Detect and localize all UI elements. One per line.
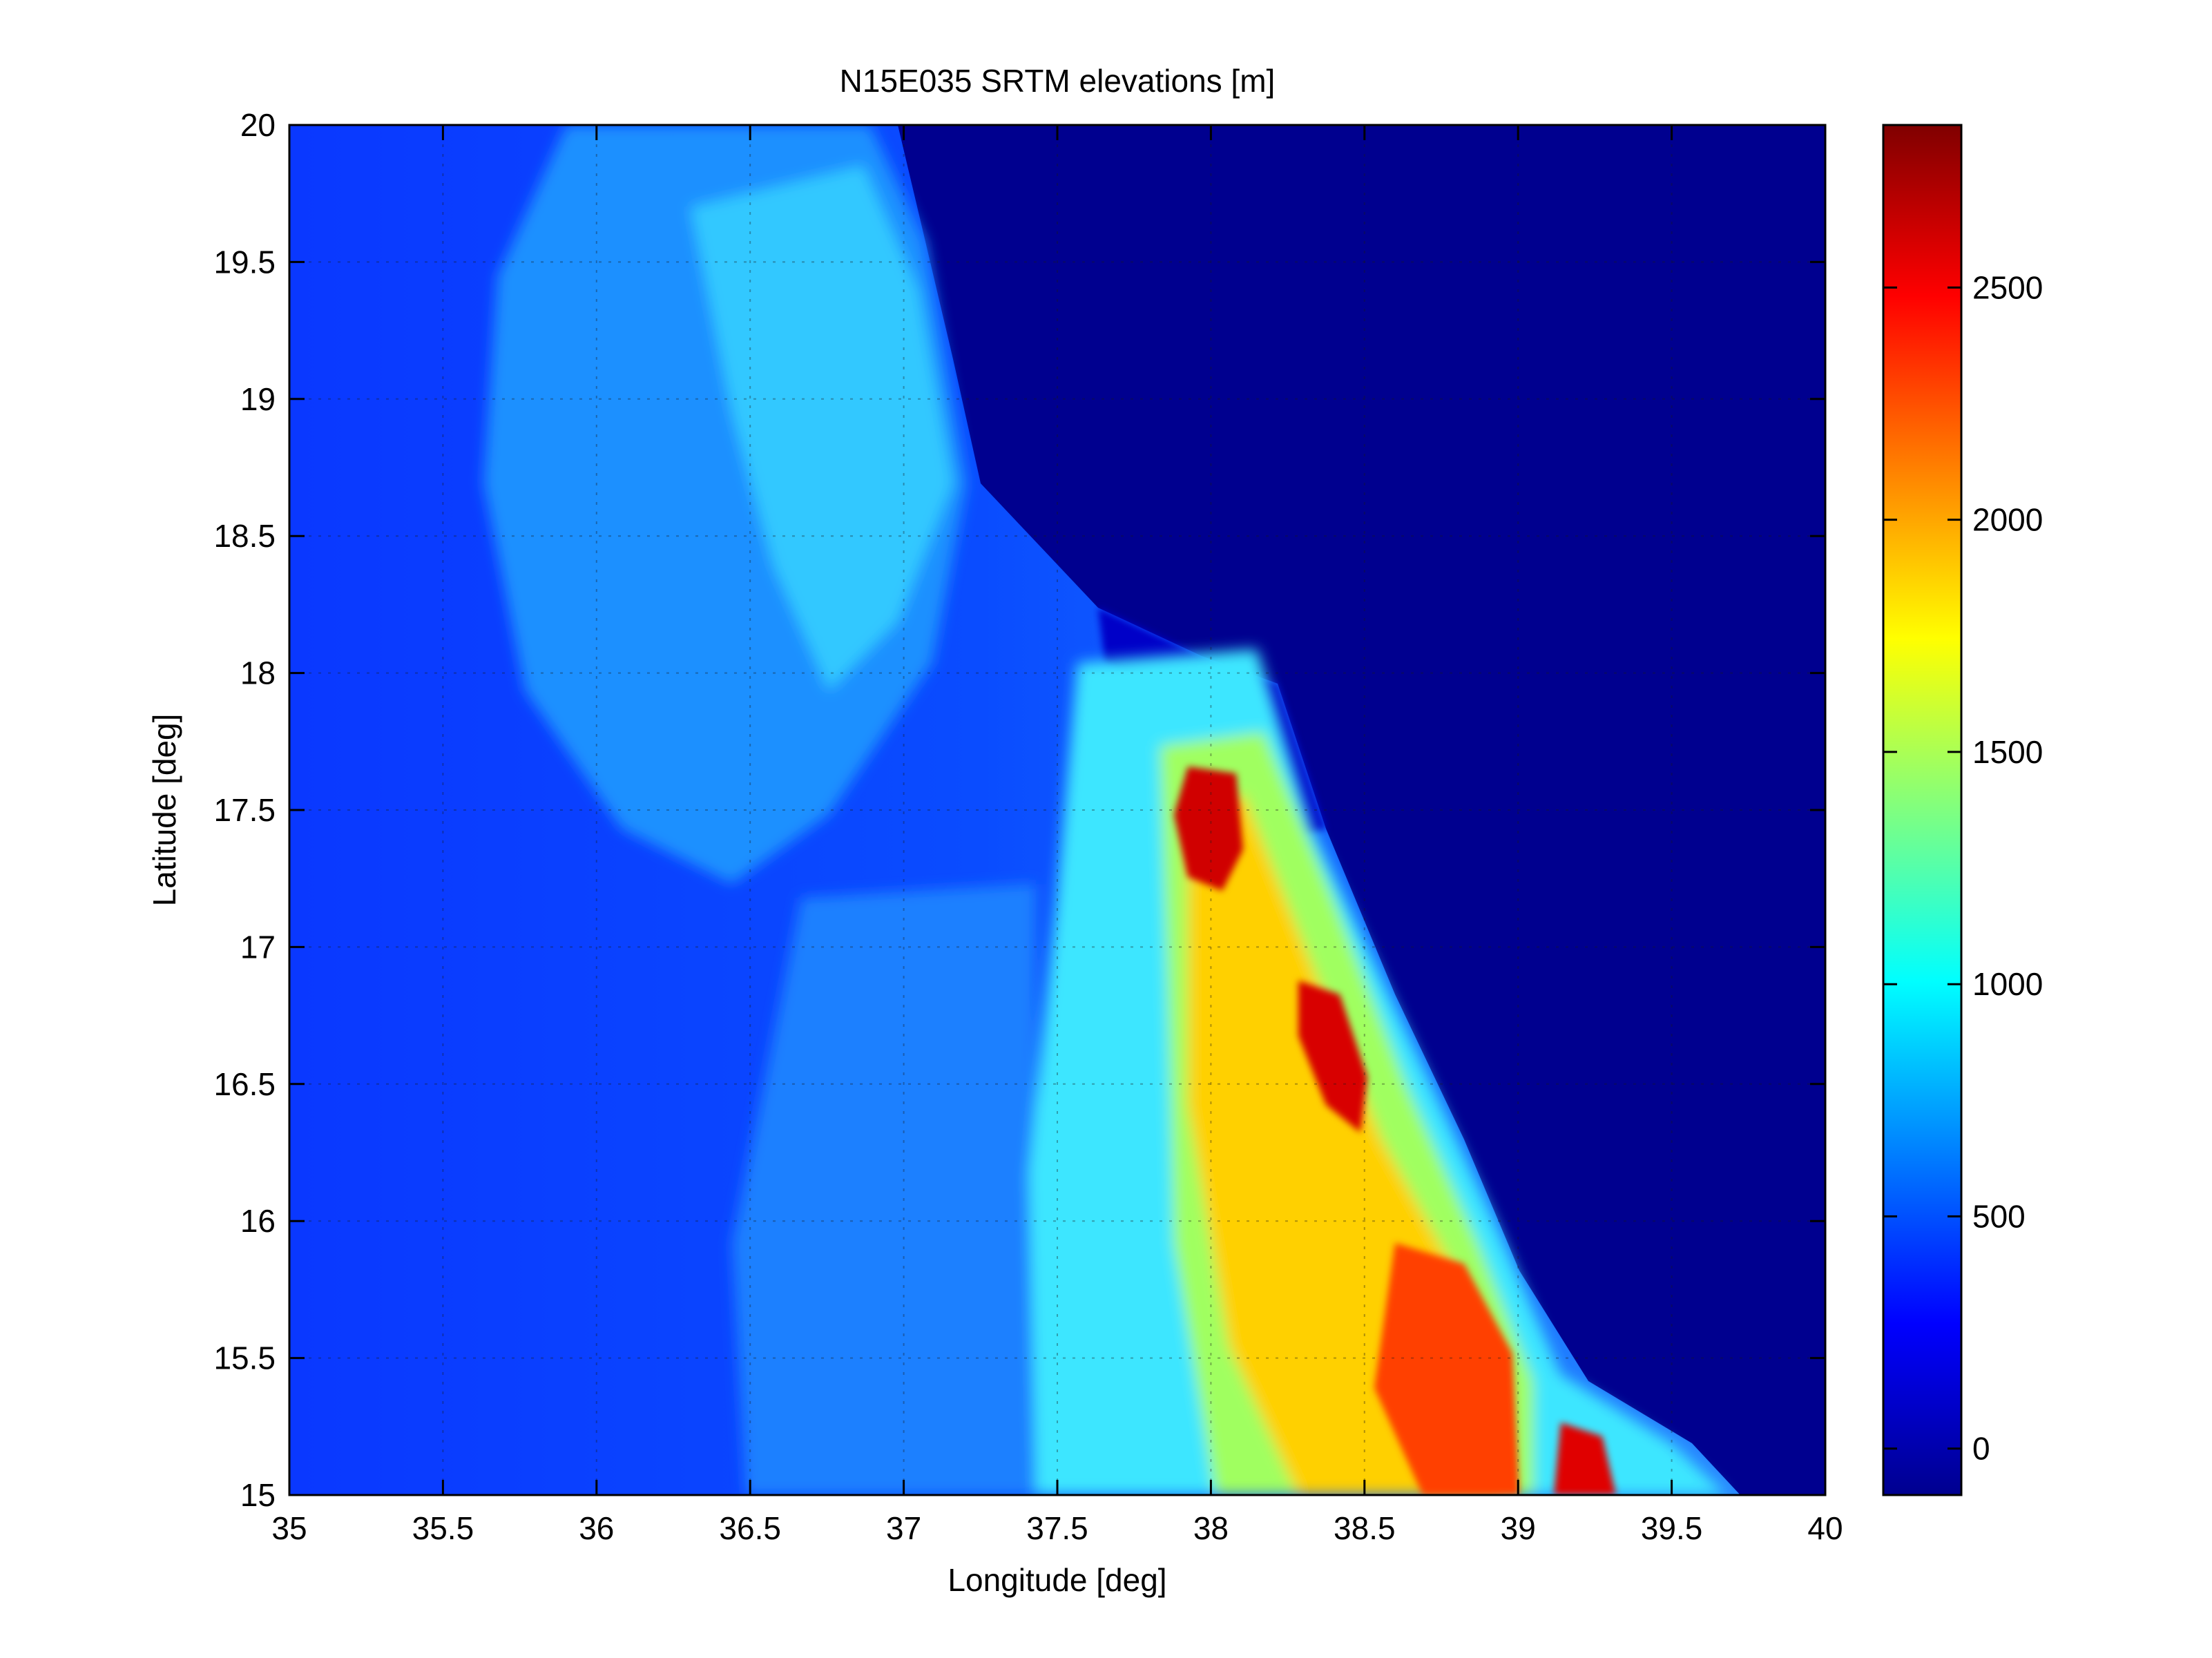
y-tick-label: 17	[240, 929, 276, 965]
x-axis-label: Longitude [deg]	[948, 1562, 1166, 1598]
northwest-highs	[691, 166, 953, 691]
y-tick-label: 15.5	[213, 1340, 276, 1376]
x-tick-label: 39.5	[1641, 1510, 1703, 1546]
x-axis: 35 35.5 36 36.5 37 37.5 38 38.5 39 39.5 40	[271, 125, 1843, 1546]
y-axis-label: Latitude [deg]	[146, 714, 182, 907]
y-tick-label: 16.5	[213, 1066, 276, 1102]
y-tick-label: 18.5	[213, 518, 276, 554]
peak-south	[1374, 1243, 1519, 1495]
x-tick-label: 38.5	[1334, 1510, 1396, 1546]
peak-central	[1298, 981, 1367, 1132]
colorbar: 0 500 1000 1500 2000 2500	[1882, 124, 2043, 1496]
colorbar-tick-label: 500	[1972, 1198, 2026, 1234]
x-tick-label: 40	[1807, 1510, 1843, 1546]
x-tick-label: 36	[579, 1510, 614, 1546]
elevation-heatmap	[289, 125, 1825, 1495]
colorbar-tick-label: 2500	[1972, 269, 2043, 305]
colorbar-tick-label: 1000	[1972, 966, 2043, 1002]
chart-title: N15E035 SRTM elevations [m]	[840, 63, 1276, 99]
y-tick-label: 20	[240, 107, 276, 143]
peak-south-east	[1554, 1423, 1616, 1495]
x-tick-label: 35.5	[412, 1510, 474, 1546]
x-tick-label: 37	[886, 1510, 921, 1546]
western-rise	[732, 884, 1036, 1495]
colorbar-tick-label: 1500	[1972, 734, 2043, 770]
x-tick-label: 38	[1193, 1510, 1229, 1546]
x-tick-label: 36.5	[719, 1510, 781, 1546]
y-tick-label: 19.5	[213, 244, 276, 280]
y-tick-label: 19	[240, 381, 276, 417]
colorbar-tick-label: 2000	[1972, 502, 2043, 538]
x-tick-label: 39	[1501, 1510, 1536, 1546]
y-tick-label: 16	[240, 1203, 276, 1239]
y-tick-label: 17.5	[213, 792, 276, 828]
colorbar-tick-label: 0	[1972, 1431, 1990, 1467]
peak-north	[1174, 767, 1243, 891]
colorbar-gradient	[1883, 125, 1961, 1495]
y-axis: 15 15.5 16 16.5 17 17.5 18 18.5 19 19.5 20	[213, 107, 1825, 1513]
colorbar-frame	[1882, 124, 1963, 1496]
x-tick-label: 37.5	[1026, 1510, 1088, 1546]
x-tick-label: 35	[271, 1510, 307, 1546]
y-tick-label: 15	[240, 1477, 276, 1513]
y-tick-label: 18	[240, 655, 276, 691]
grid-lines	[289, 125, 1825, 1495]
sea-region	[898, 125, 1825, 1495]
